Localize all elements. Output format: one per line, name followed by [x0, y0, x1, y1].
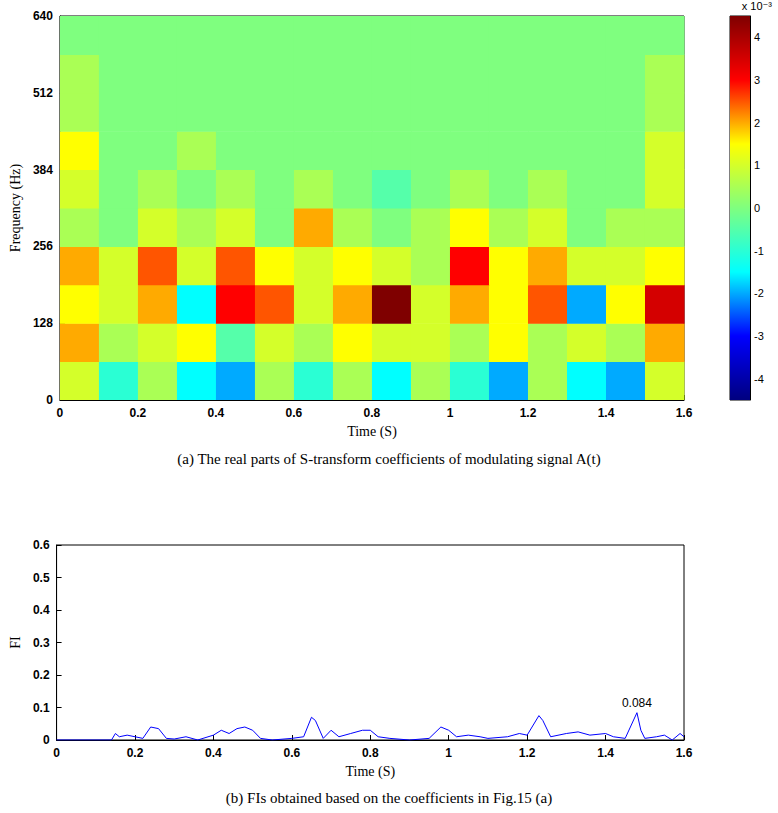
- svg-text:(b) FIs obtained based on the: (b) FIs obtained based on the coefficien…: [226, 790, 552, 807]
- svg-text:0: 0: [57, 406, 64, 420]
- svg-text:0: 0: [754, 202, 760, 214]
- svg-text:FI: FI: [8, 636, 23, 649]
- svg-text:384: 384: [33, 163, 53, 177]
- svg-text:0.2: 0.2: [127, 746, 144, 760]
- svg-text:3: 3: [754, 74, 760, 86]
- svg-text:0.4: 0.4: [33, 603, 50, 617]
- svg-text:0.2: 0.2: [33, 668, 50, 682]
- svg-text:1.6: 1.6: [676, 406, 693, 420]
- svg-text:Frequency (Hz): Frequency (Hz): [8, 164, 24, 253]
- svg-text:1.6: 1.6: [676, 746, 693, 760]
- svg-text:640: 640: [33, 9, 53, 23]
- svg-text:Time (S): Time (S): [345, 764, 395, 780]
- svg-text:0.1: 0.1: [33, 701, 50, 715]
- svg-text:1: 1: [447, 406, 454, 420]
- svg-text:0: 0: [43, 733, 50, 747]
- svg-text:0: 0: [46, 393, 53, 407]
- svg-text:256: 256: [33, 239, 53, 253]
- svg-text:0.2: 0.2: [130, 406, 147, 420]
- svg-text:-1: -1: [754, 245, 764, 257]
- svg-text:x 10⁻³: x 10⁻³: [742, 0, 773, 12]
- svg-text:0.4: 0.4: [208, 406, 225, 420]
- svg-text:0.3: 0.3: [33, 636, 50, 650]
- svg-text:0.8: 0.8: [364, 406, 381, 420]
- svg-text:-2: -2: [754, 287, 764, 299]
- svg-text:0.4: 0.4: [205, 746, 222, 760]
- svg-text:1.4: 1.4: [598, 406, 615, 420]
- svg-text:512: 512: [33, 86, 53, 100]
- svg-text:-4: -4: [754, 373, 764, 385]
- svg-text:1: 1: [445, 746, 452, 760]
- svg-text:4: 4: [754, 31, 760, 43]
- svg-text:1.2: 1.2: [519, 746, 536, 760]
- svg-text:2: 2: [754, 117, 760, 129]
- svg-text:128: 128: [33, 316, 53, 330]
- svg-text:0: 0: [53, 746, 60, 760]
- svg-text:-3: -3: [754, 330, 764, 342]
- svg-text:(a) The real parts of S-transf: (a) The real parts of S-transform coeffi…: [177, 451, 601, 468]
- svg-text:0.5: 0.5: [33, 571, 50, 585]
- svg-text:0.6: 0.6: [286, 406, 303, 420]
- svg-text:0.6: 0.6: [33, 538, 50, 552]
- svg-text:1.2: 1.2: [520, 406, 537, 420]
- svg-text:Time (S): Time (S): [347, 424, 397, 440]
- svg-text:0.8: 0.8: [362, 746, 379, 760]
- svg-text:0.084: 0.084: [622, 696, 652, 710]
- svg-text:0.6: 0.6: [284, 746, 301, 760]
- svg-text:1: 1: [754, 159, 760, 171]
- svg-text:1.4: 1.4: [597, 746, 614, 760]
